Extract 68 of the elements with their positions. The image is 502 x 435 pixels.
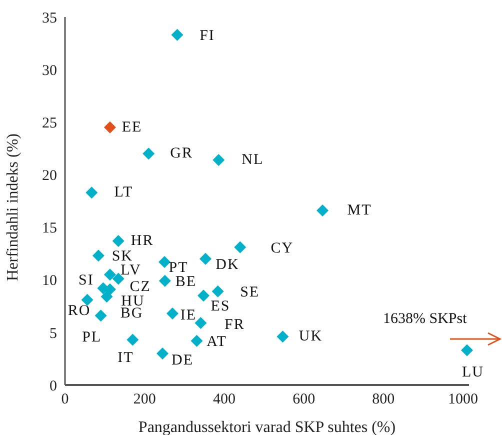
series-label: SE — [240, 284, 260, 300]
point — [276, 330, 289, 343]
point — [94, 310, 107, 322]
series-label: FR — [224, 316, 245, 333]
point — [158, 256, 171, 268]
annotation: 1638% SKPst — [383, 311, 467, 328]
y-tick-label: 5 — [50, 326, 57, 342]
series-label: BE — [175, 274, 196, 290]
point — [200, 252, 212, 265]
x-tick-label: 600 — [292, 392, 316, 408]
y-tick-label: 10 — [42, 273, 57, 290]
point — [92, 250, 104, 262]
point — [171, 28, 184, 41]
series-label: EE — [122, 119, 142, 136]
x-tick-label: 200 — [133, 392, 156, 408]
series-label: IE — [180, 308, 197, 324]
series-label: ES — [210, 298, 230, 315]
x-tick-label: 1000 — [448, 392, 478, 408]
series-label: LU — [462, 364, 484, 380]
series-label: LT — [114, 184, 134, 201]
series-label: BG — [120, 306, 144, 322]
series-label: PT — [168, 260, 188, 276]
point — [166, 308, 178, 320]
series-label: FI — [200, 28, 215, 44]
point — [81, 294, 94, 306]
y-tick-label: 35 — [42, 10, 57, 26]
x-tick-label: 0 — [61, 392, 69, 408]
point — [316, 204, 329, 216]
point — [212, 154, 225, 166]
y-tick-label: 25 — [42, 115, 57, 132]
point — [126, 334, 139, 346]
point — [198, 290, 210, 302]
x-tick-label: 800 — [372, 392, 395, 408]
series-label: HR — [130, 232, 154, 249]
series-label: PL — [82, 330, 102, 346]
point — [190, 334, 203, 347]
point — [104, 121, 116, 134]
point — [156, 347, 169, 360]
series-label: SI — [78, 272, 94, 288]
series-label: NL — [242, 152, 264, 168]
series-label: DK — [216, 256, 240, 273]
series-label: DE — [172, 352, 194, 368]
point — [104, 268, 116, 281]
series-label: IT — [118, 350, 134, 366]
x-tick-label: 400 — [212, 392, 236, 408]
y-tick-label: 20 — [42, 168, 57, 184]
point — [234, 241, 246, 254]
point — [142, 148, 155, 160]
y-tick-label: 30 — [42, 62, 57, 79]
series-label: SK — [112, 248, 134, 265]
point — [194, 316, 207, 329]
y-tick-label: 0 — [50, 378, 57, 394]
series-label: LV — [120, 262, 142, 279]
point — [461, 344, 474, 356]
point — [112, 234, 124, 247]
point — [86, 186, 98, 199]
series-label: CZ — [130, 278, 151, 295]
point — [100, 290, 113, 303]
series-label: CY — [270, 240, 294, 256]
series-label: GR — [170, 146, 194, 162]
series-label: UK — [298, 328, 323, 345]
series-label: AT — [206, 334, 227, 350]
series-label: RO — [68, 302, 91, 319]
series-label: MT — [347, 202, 372, 218]
y-tick-label: 15 — [42, 220, 57, 237]
point — [158, 274, 171, 287]
y-axis-title: Herfindahli indeks (%) — [4, 133, 22, 281]
point — [212, 285, 224, 298]
